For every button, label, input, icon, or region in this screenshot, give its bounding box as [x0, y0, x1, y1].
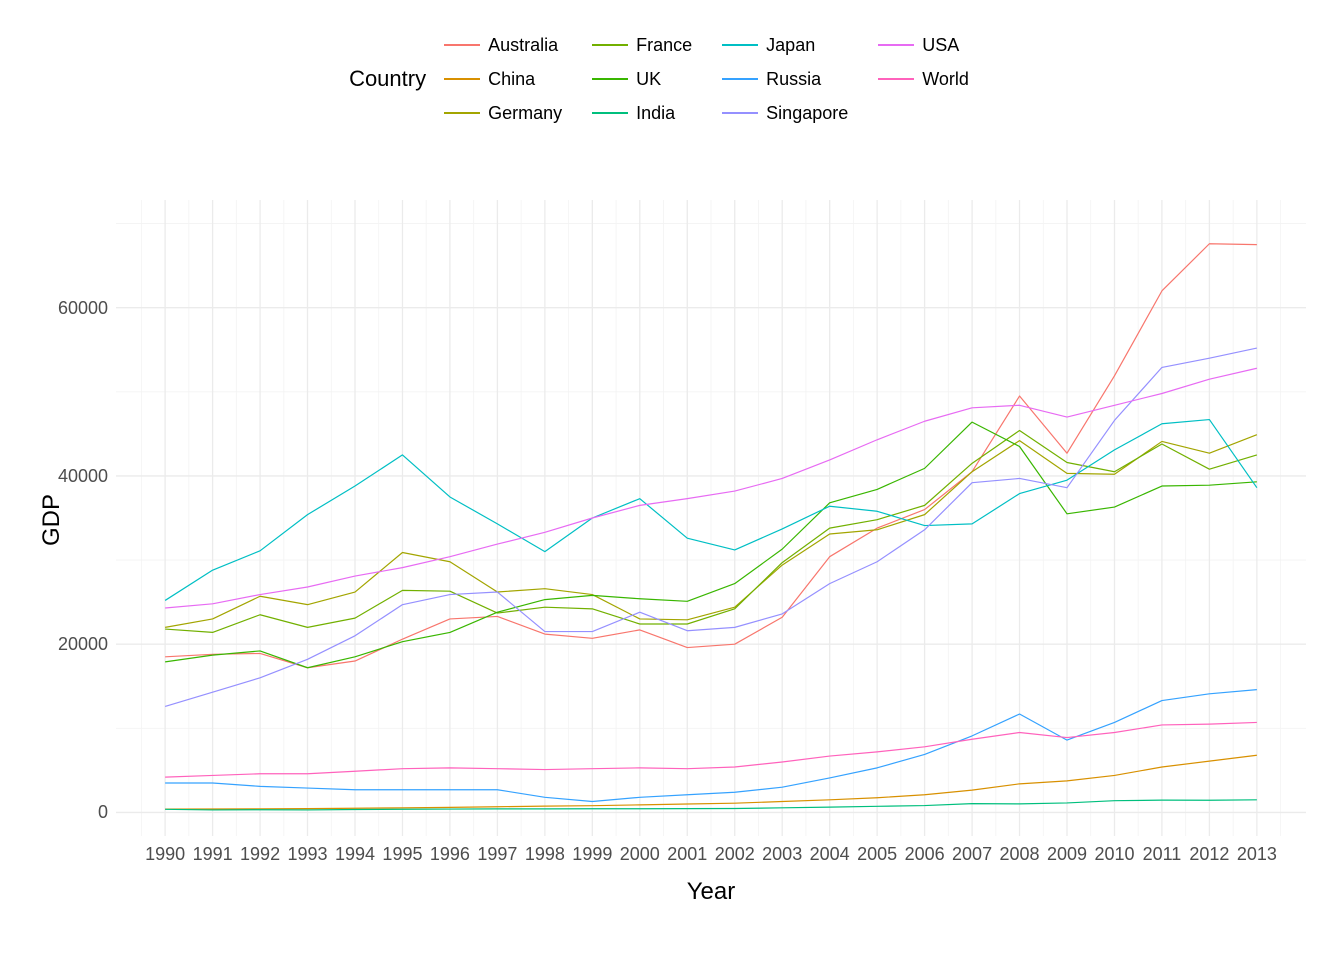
legend-item: USA: [874, 28, 969, 62]
legend-swatch: [874, 44, 918, 46]
legend-item: Germany: [440, 96, 562, 130]
legend-line-icon: [592, 112, 628, 114]
legend-column: France UK India: [588, 28, 692, 130]
x-tick-label: 2001: [667, 844, 707, 865]
x-tick-label: 2006: [905, 844, 945, 865]
x-tick-label: 1999: [572, 844, 612, 865]
legend-line-icon: [878, 44, 914, 46]
x-tick-label: 2007: [952, 844, 992, 865]
x-tick-label: 1993: [287, 844, 327, 865]
chart-root: Country Australia China Germany France UK Ind…: [0, 0, 1344, 960]
x-tick-label: 2009: [1047, 844, 1087, 865]
legend-swatch: [588, 78, 632, 80]
x-tick-label: 2004: [810, 844, 850, 865]
legend-label: USA: [922, 35, 959, 56]
legend-column: Japan Russia Singapore: [718, 28, 848, 130]
x-tick-label: 1992: [240, 844, 280, 865]
legend-swatch: [718, 44, 762, 46]
legend-label: India: [636, 103, 675, 124]
x-tick-label: 1997: [477, 844, 517, 865]
legend-line-icon: [722, 78, 758, 80]
legend-swatch: [718, 112, 762, 114]
x-tick-label: 1990: [145, 844, 185, 865]
y-axis-title: GDP: [38, 494, 66, 546]
legend-swatch: [440, 78, 484, 80]
x-tick-label: 2002: [715, 844, 755, 865]
legend-item: India: [588, 96, 692, 130]
legend-line-icon: [722, 44, 758, 46]
legend-line-icon: [444, 112, 480, 114]
legend-swatch: [440, 112, 484, 114]
legend-title: Country: [349, 66, 440, 92]
x-tick-label: 2012: [1189, 844, 1229, 865]
legend-item: Japan: [718, 28, 848, 62]
x-tick-label: 2003: [762, 844, 802, 865]
legend-line-icon: [592, 44, 628, 46]
plot-panel: [116, 200, 1306, 836]
x-axis-title: Year: [687, 878, 736, 906]
x-tick-label: 1998: [525, 844, 565, 865]
legend-item: China: [440, 62, 562, 96]
y-tick-label: 40000: [58, 466, 108, 487]
legend-column: USA World: [874, 28, 969, 130]
x-tick-label: 1996: [430, 844, 470, 865]
x-tick-label: 1991: [193, 844, 233, 865]
y-tick-label: 20000: [58, 634, 108, 655]
legend-column: Australia China Germany: [440, 28, 562, 130]
legend-label: Germany: [488, 103, 562, 124]
legend-label: Russia: [766, 69, 821, 90]
legend-label: World: [922, 69, 969, 90]
legend-label: France: [636, 35, 692, 56]
legend-line-icon: [592, 78, 628, 80]
legend-swatch: [588, 44, 632, 46]
legend-line-icon: [444, 78, 480, 80]
x-tick-label: 2010: [1094, 844, 1134, 865]
legend-label: Singapore: [766, 103, 848, 124]
y-tick-label: 60000: [58, 298, 108, 319]
legend-item: Australia: [440, 28, 562, 62]
legend-swatch: [874, 78, 918, 80]
y-tick-label: 0: [98, 802, 108, 823]
legend-item: Russia: [718, 62, 848, 96]
x-tick-label: 1995: [382, 844, 422, 865]
legend-item: World: [874, 62, 969, 96]
legend-item: France: [588, 28, 692, 62]
legend-line-icon: [722, 112, 758, 114]
x-tick-label: 1994: [335, 844, 375, 865]
legend-label: Japan: [766, 35, 815, 56]
legend-columns: Australia China Germany France UK India Japan R…: [440, 28, 995, 130]
legend-swatch: [718, 78, 762, 80]
x-tick-label: 2013: [1237, 844, 1277, 865]
legend-item: UK: [588, 62, 692, 96]
legend-swatch: [588, 112, 632, 114]
legend: Country Australia China Germany France UK Ind…: [0, 28, 1344, 130]
legend-line-icon: [444, 44, 480, 46]
legend-label: UK: [636, 69, 661, 90]
legend-label: Australia: [488, 35, 558, 56]
x-tick-label: 2005: [857, 844, 897, 865]
legend-swatch: [440, 44, 484, 46]
x-tick-label: 2008: [1000, 844, 1040, 865]
x-tick-label: 2000: [620, 844, 660, 865]
legend-label: China: [488, 69, 535, 90]
legend-line-icon: [878, 78, 914, 80]
x-tick-label: 2011: [1143, 844, 1182, 865]
legend-item: Singapore: [718, 96, 848, 130]
